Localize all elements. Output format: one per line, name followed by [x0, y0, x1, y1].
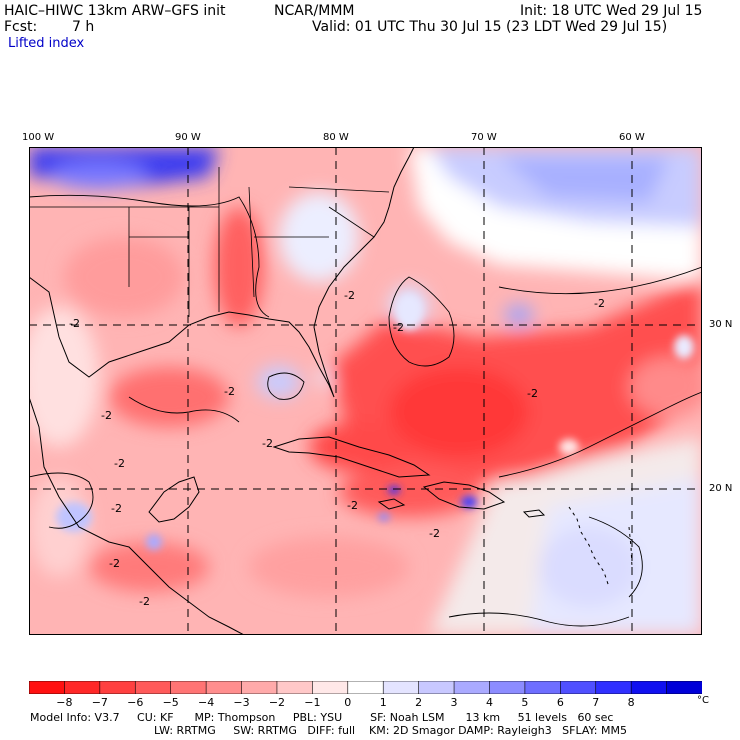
colorbar-tick-label: −6 [127, 696, 144, 709]
contour-label: -2 [101, 409, 112, 422]
colorbar-swatch [205, 681, 243, 694]
map-frame [29, 147, 702, 635]
colorbar-unit: °C [697, 695, 709, 706]
colorbar-swatch [453, 681, 491, 694]
colorbar-tick-label: −2 [268, 696, 286, 709]
colorbar-swatch [276, 681, 314, 694]
cuba [272, 436, 431, 478]
contour-label: -2 [224, 385, 235, 398]
lon-label-70w: 70 W [471, 132, 497, 143]
colorbar-tick-label: −7 [91, 696, 108, 709]
colorbar-swatch [312, 681, 349, 694]
colorbar-swatch [524, 681, 562, 694]
contour-label: -2 [69, 317, 80, 330]
contour-label: -2 [109, 557, 120, 570]
lon-label-80w: 80 W [323, 132, 349, 143]
colorbar-tick-label: 3 [450, 696, 458, 709]
contour-label: -2 [594, 297, 605, 310]
lesser-antilles [568, 506, 633, 588]
coastlines [29, 147, 633, 635]
colorbar-swatch [99, 681, 137, 694]
colorbar-swatch [666, 681, 702, 694]
contour-label: -2 [527, 387, 538, 400]
center-name: NCAR/MMM [274, 3, 355, 19]
colorbar-tick-label: 8 [627, 696, 635, 709]
colorbar-tick-label: −4 [197, 696, 215, 709]
colorbar-tick-label: −5 [162, 696, 179, 709]
colorbar-swatch [489, 681, 526, 694]
colorbar-tick-label: −1 [304, 696, 321, 709]
field-name: Lifted index [8, 36, 85, 51]
lat-label-30n: 30 N [709, 319, 733, 330]
colorbar-swatch [64, 681, 101, 694]
colorbar-tick-label: 0 [344, 696, 352, 709]
lifted-index-map: -2 -2 -2 -2 -2 -2 -2 -2 -2 -2 -2 -2 -2 -… [29, 147, 702, 635]
colorbar-swatch [595, 681, 632, 694]
colorbar-swatch [241, 681, 278, 694]
contour-label: -2 [347, 499, 358, 512]
colorbar-tick-label: 6 [556, 696, 564, 709]
model-info-line1: Model Info: V3.7 CU: KF MP: Thompson PBL… [30, 711, 614, 724]
puerto-rico [522, 509, 546, 518]
colorbar [29, 681, 702, 694]
colorbar-swatch [170, 681, 207, 694]
yucatan [148, 476, 200, 523]
colorbar-swatch [382, 681, 420, 694]
lifted-index-contours [29, 194, 702, 627]
forecast-label: Fcst: [4, 19, 38, 35]
colorbar-swatch [418, 681, 455, 694]
field-spots [56, 294, 694, 550]
colorbar-tick-label: 7 [592, 696, 600, 709]
contour-label: -2 [114, 457, 125, 470]
contour-label: -2 [262, 437, 273, 450]
colorbar-tick-label: 4 [485, 696, 493, 709]
contour-label-group: -2 -2 -2 -2 -2 -2 -2 -2 -2 -2 -2 -2 -2 -… [69, 289, 605, 608]
contour-label: -2 [139, 595, 150, 608]
colorbar-swatch [560, 681, 597, 694]
lon-label-100w: 100 W [22, 132, 55, 143]
hispaniola [422, 481, 506, 510]
colorbar-swatch [630, 681, 668, 694]
colorbar-tick-label: 5 [521, 696, 529, 709]
init-time: Init: 18 UTC Wed 29 Jul 15 [520, 3, 703, 19]
colorbar-tick-label: 1 [379, 696, 387, 709]
lat-label-20n: 20 N [709, 483, 733, 494]
contour-label: -2 [393, 321, 404, 334]
colorbar-tick-label: −3 [233, 696, 250, 709]
contour-label: -2 [111, 502, 122, 515]
lon-label-60w: 60 W [619, 132, 645, 143]
forecast-hour: 7 h [72, 19, 95, 35]
lon-label-90w: 90 W [175, 132, 201, 143]
mexico-central-america-coast [29, 396, 245, 635]
contour-label: -2 [344, 289, 355, 302]
model-info-line2: LW: RRTMG SW: RRTMG DIFF: full KM: 2D Sm… [154, 724, 627, 737]
colorbar-swatch [29, 681, 66, 694]
jamaica [377, 498, 406, 510]
colorbar-tick-label: −8 [56, 696, 73, 709]
contour-label: -2 [429, 527, 440, 540]
colorbar-swatch [347, 681, 385, 694]
valid-time: Valid: 01 UTC Thu 30 Jul 15 (23 LDT Wed … [312, 19, 668, 35]
lat-lon-grid [29, 147, 702, 635]
colorbar-tick-label: 2 [415, 696, 423, 709]
state-borders [29, 167, 390, 317]
gulf-atlantic-coast [29, 147, 415, 398]
colorbar-swatch [134, 681, 172, 694]
model-title: HAIC–HIWC 13km ARW–GFS init [4, 3, 226, 19]
